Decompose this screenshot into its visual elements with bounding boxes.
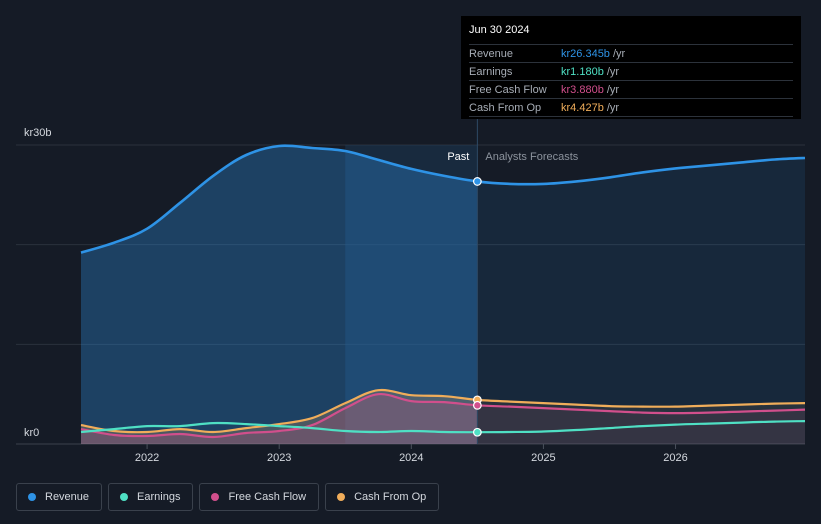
- tooltip-rows: Revenue kr26.345b/yr Earnings kr1.180b/yr Fr…: [469, 44, 793, 117]
- tooltip-series-value: kr4.427b: [561, 101, 604, 114]
- legend: Revenue Earnings Free Cash Flow Cash From O…: [16, 483, 440, 511]
- tooltip-series-value: kr26.345b: [561, 47, 610, 60]
- past-label: Past: [447, 151, 469, 163]
- x-tick-label: 2026: [663, 452, 687, 464]
- earnings-point: [472, 427, 482, 437]
- legend-label: Earnings: [137, 491, 181, 503]
- tooltip-series-name: Revenue: [469, 47, 514, 60]
- legend-item-earnings[interactable]: Earnings: [108, 483, 194, 511]
- highlight-points: [472, 177, 482, 437]
- legend-label: Revenue: [45, 491, 90, 503]
- legend-dot-icon: [28, 493, 36, 501]
- revenue-point: [472, 177, 482, 186]
- legend-item-cash-from-op[interactable]: Cash From Op: [325, 483, 440, 511]
- y-axis-label-top: kr30b: [24, 127, 52, 139]
- tooltip-series-name: Free Cash Flow: [469, 83, 547, 96]
- cash-from-op-area-past: [81, 390, 478, 444]
- series-lines: [80, 144, 806, 439]
- tooltip: Jun 30 2024 Revenue kr26.345b/yr Earnings k…: [461, 16, 801, 119]
- cash-from-op-line: [80, 388, 806, 434]
- tooltip-series-value: kr1.180b: [561, 65, 604, 78]
- revenue-area-past: [81, 145, 478, 444]
- revenue-line: [80, 144, 806, 254]
- legend-label: Cash From Op: [354, 491, 427, 503]
- tooltip-unit: /yr: [606, 65, 620, 78]
- tooltip-unit: /yr: [606, 101, 620, 114]
- x-tick-label: 2025: [531, 452, 555, 464]
- revenue-area-forecast: [477, 158, 805, 444]
- tooltip-unit: /yr: [606, 83, 620, 96]
- x-axis-ticks: 2022 2023 2024 2025 2026: [135, 444, 688, 464]
- cash-from-op-area-forecast: [477, 399, 805, 444]
- earnings-line: [80, 420, 806, 434]
- x-tick-label: 2022: [135, 452, 159, 464]
- legend-label: Free Cash Flow: [228, 491, 307, 503]
- tooltip-unit: /yr: [612, 47, 626, 60]
- legend-item-revenue[interactable]: Revenue: [16, 483, 103, 511]
- x-tick-label: 2024: [399, 452, 423, 464]
- free-cash-flow-line: [80, 392, 806, 439]
- legend-dot-icon: [337, 493, 346, 501]
- free-cash-flow-area-forecast: [477, 405, 805, 444]
- free-cash-flow-point: [472, 400, 482, 410]
- gridlines: [16, 144, 805, 445]
- x-tick-label: 2023: [267, 452, 291, 464]
- tooltip-series-value: kr3.880b: [561, 83, 604, 96]
- tooltip-series-name: Earnings: [469, 65, 513, 78]
- tooltip-row: Revenue kr26.345b/yr: [469, 44, 793, 62]
- forecast-label: Analysts Forecasts: [485, 151, 578, 163]
- legend-dot-icon: [211, 493, 220, 501]
- tooltip-row: Free Cash Flow kr3.880b/yr: [469, 80, 793, 98]
- tooltip-date: Jun 30 2024: [469, 24, 530, 36]
- tooltip-row: Cash From Op kr4.427b/yr: [469, 98, 793, 117]
- series-areas: [81, 145, 805, 444]
- tooltip-row: Earnings kr1.180b/yr: [469, 62, 793, 80]
- legend-item-free-cash-flow[interactable]: Free Cash Flow: [199, 483, 320, 511]
- tooltip-series-name: Cash From Op: [469, 101, 542, 114]
- legend-dot-icon: [120, 493, 129, 501]
- y-axis-label-bottom: kr0: [24, 427, 39, 439]
